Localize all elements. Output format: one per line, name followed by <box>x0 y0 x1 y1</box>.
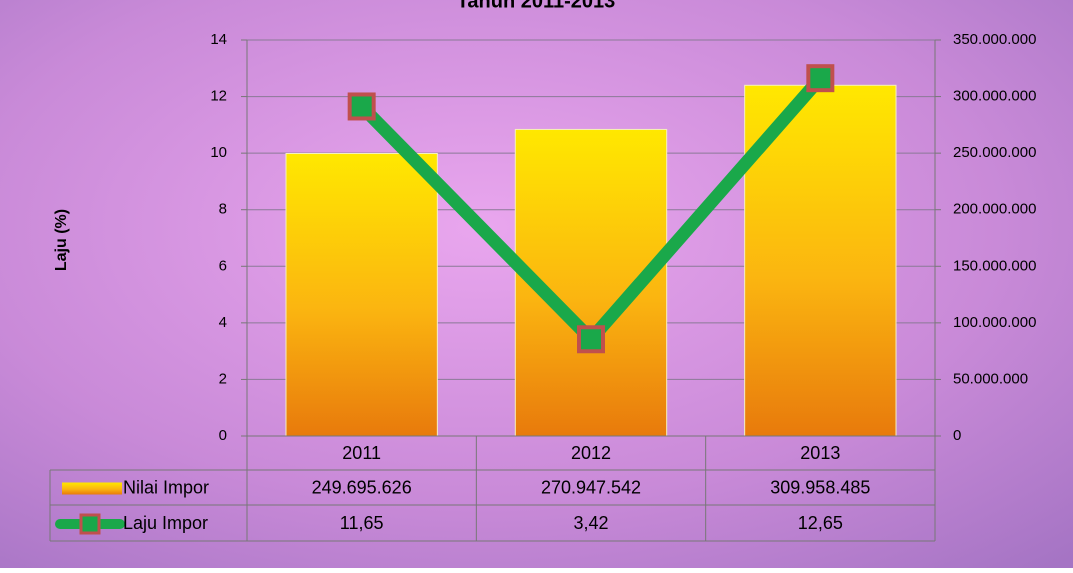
chart-title: Tahun 2011-2013 <box>457 0 616 12</box>
bar <box>286 153 437 436</box>
marker <box>350 94 374 118</box>
data-table-cell: 11,65 <box>340 513 384 533</box>
y-tick-label: 14 <box>210 31 227 48</box>
y2-tick-label: 100.000.000 <box>953 314 1036 331</box>
x-tick-label: 2013 <box>800 443 840 463</box>
y-tick-label: 8 <box>219 201 227 218</box>
legend-label: Nilai Impor <box>123 477 209 497</box>
marker <box>808 66 832 90</box>
y2-tick-label: 50.000.000 <box>953 370 1028 387</box>
data-table-cell: 12,65 <box>798 513 843 533</box>
data-table-cell: 309.958.485 <box>770 477 870 497</box>
y-axis-label: Laju (%) <box>53 209 70 271</box>
y-tick-label: 12 <box>210 88 227 105</box>
chart: Tahun 2011-2013 Laju (%) 0 2 4 6 8 10 12 14 0 50.… <box>0 0 1073 568</box>
marker <box>579 327 603 351</box>
legend-label: Laju Impor <box>123 513 208 533</box>
legend-swatch <box>62 483 122 495</box>
y2-tick-label: 150.000.000 <box>953 257 1036 274</box>
y-tick-label: 2 <box>219 370 227 387</box>
y2-tick-label: 300.000.000 <box>953 88 1036 105</box>
data-table-cell: 270.947.542 <box>541 477 641 497</box>
y2-tick-label: 0 <box>953 427 961 444</box>
y-tick-label: 4 <box>219 314 227 331</box>
y2-tick-label: 250.000.000 <box>953 144 1036 161</box>
y2-tick-label: 200.000.000 <box>953 201 1036 218</box>
data-table-cell: 3,42 <box>573 513 608 533</box>
x-tick-label: 2011 <box>342 443 381 463</box>
y-tick-label: 10 <box>210 144 227 161</box>
data-table-cell: 249.695.626 <box>312 477 412 497</box>
y-tick-label: 0 <box>219 427 227 444</box>
y-tick-label: 6 <box>219 257 227 274</box>
legend-swatch <box>81 515 99 533</box>
x-tick-label: 2012 <box>571 443 611 463</box>
y2-tick-label: 350.000.000 <box>953 31 1036 48</box>
